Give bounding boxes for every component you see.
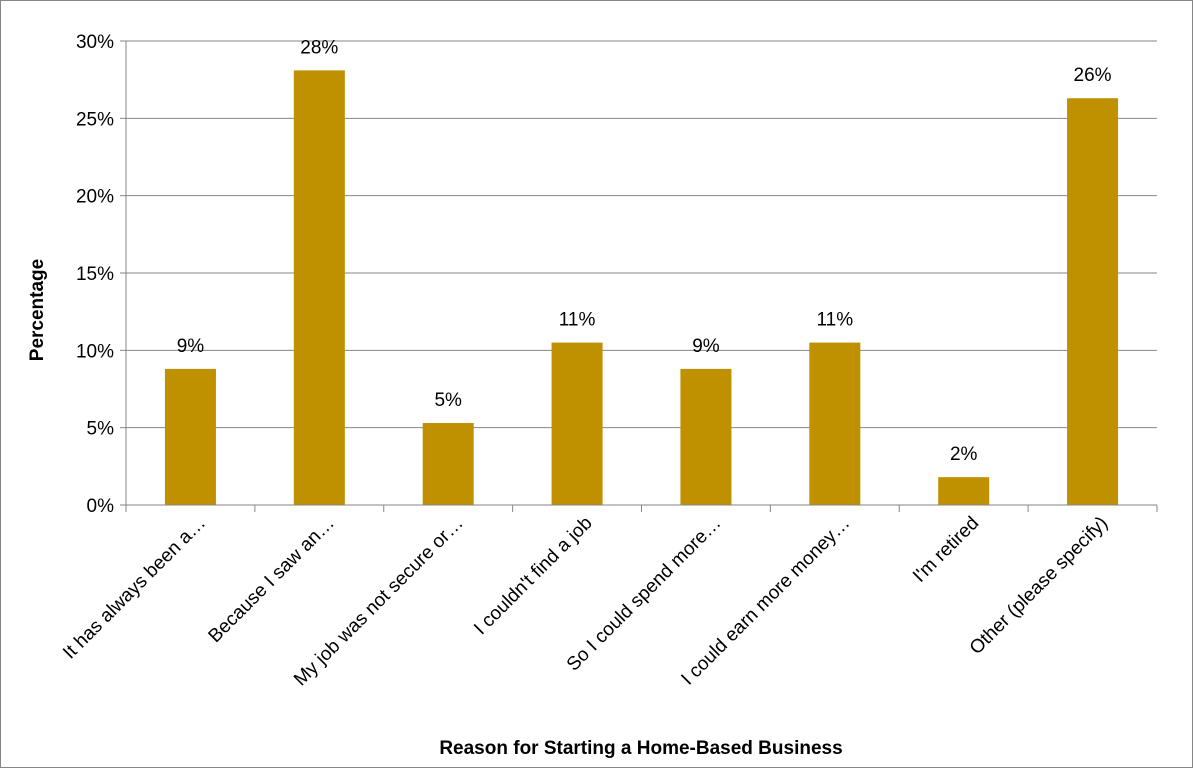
y-tick-label: 10%: [76, 341, 114, 362]
data-label: 11%: [817, 310, 854, 331]
gridlines: [120, 40, 1157, 506]
data-label: 11%: [559, 310, 596, 331]
y-axis-title: Percentage: [27, 259, 48, 361]
data-label: 5%: [434, 390, 462, 411]
data-labels: 9% 28% 5% 11% 9% 11% 2% 26%: [177, 37, 1112, 465]
bar: [938, 477, 990, 505]
data-label: 2%: [950, 444, 978, 465]
x-tick-label: Other (please specify): [966, 513, 1112, 659]
y-tick-label: 15%: [76, 264, 114, 285]
data-label: 9%: [177, 336, 205, 357]
data-label: 26%: [1074, 65, 1112, 86]
bar: [680, 368, 732, 505]
bar: [551, 342, 603, 505]
bar: [164, 368, 216, 505]
y-tick-label: 30%: [76, 32, 114, 53]
data-label: 28%: [300, 37, 338, 58]
y-tick-label: 25%: [76, 109, 114, 130]
bar: [809, 342, 861, 505]
bar: [422, 423, 474, 505]
data-label: 9%: [692, 336, 720, 357]
y-tick-label: 5%: [87, 419, 115, 440]
y-tick-label: 0%: [87, 496, 115, 517]
y-tick-label: 20%: [76, 187, 114, 208]
x-tick-label: I'm retired: [909, 513, 983, 587]
bar: [293, 70, 345, 506]
x-tick-label: It has always been a…: [59, 513, 210, 664]
bars: [164, 70, 1119, 506]
x-tick-label: Because I saw an…: [205, 513, 339, 647]
x-axis-title: Reason for Starting a Home-Based Busines…: [439, 738, 842, 759]
axes: [125, 41, 1158, 512]
y-tick-labels: 0% 5% 10% 15% 20% 25% 30%: [76, 32, 114, 517]
x-tick-label: I couldn't find a job: [470, 513, 596, 639]
bar: [1067, 98, 1119, 505]
x-tick-labels: It has always been a…Because I saw an…My…: [59, 513, 1112, 691]
